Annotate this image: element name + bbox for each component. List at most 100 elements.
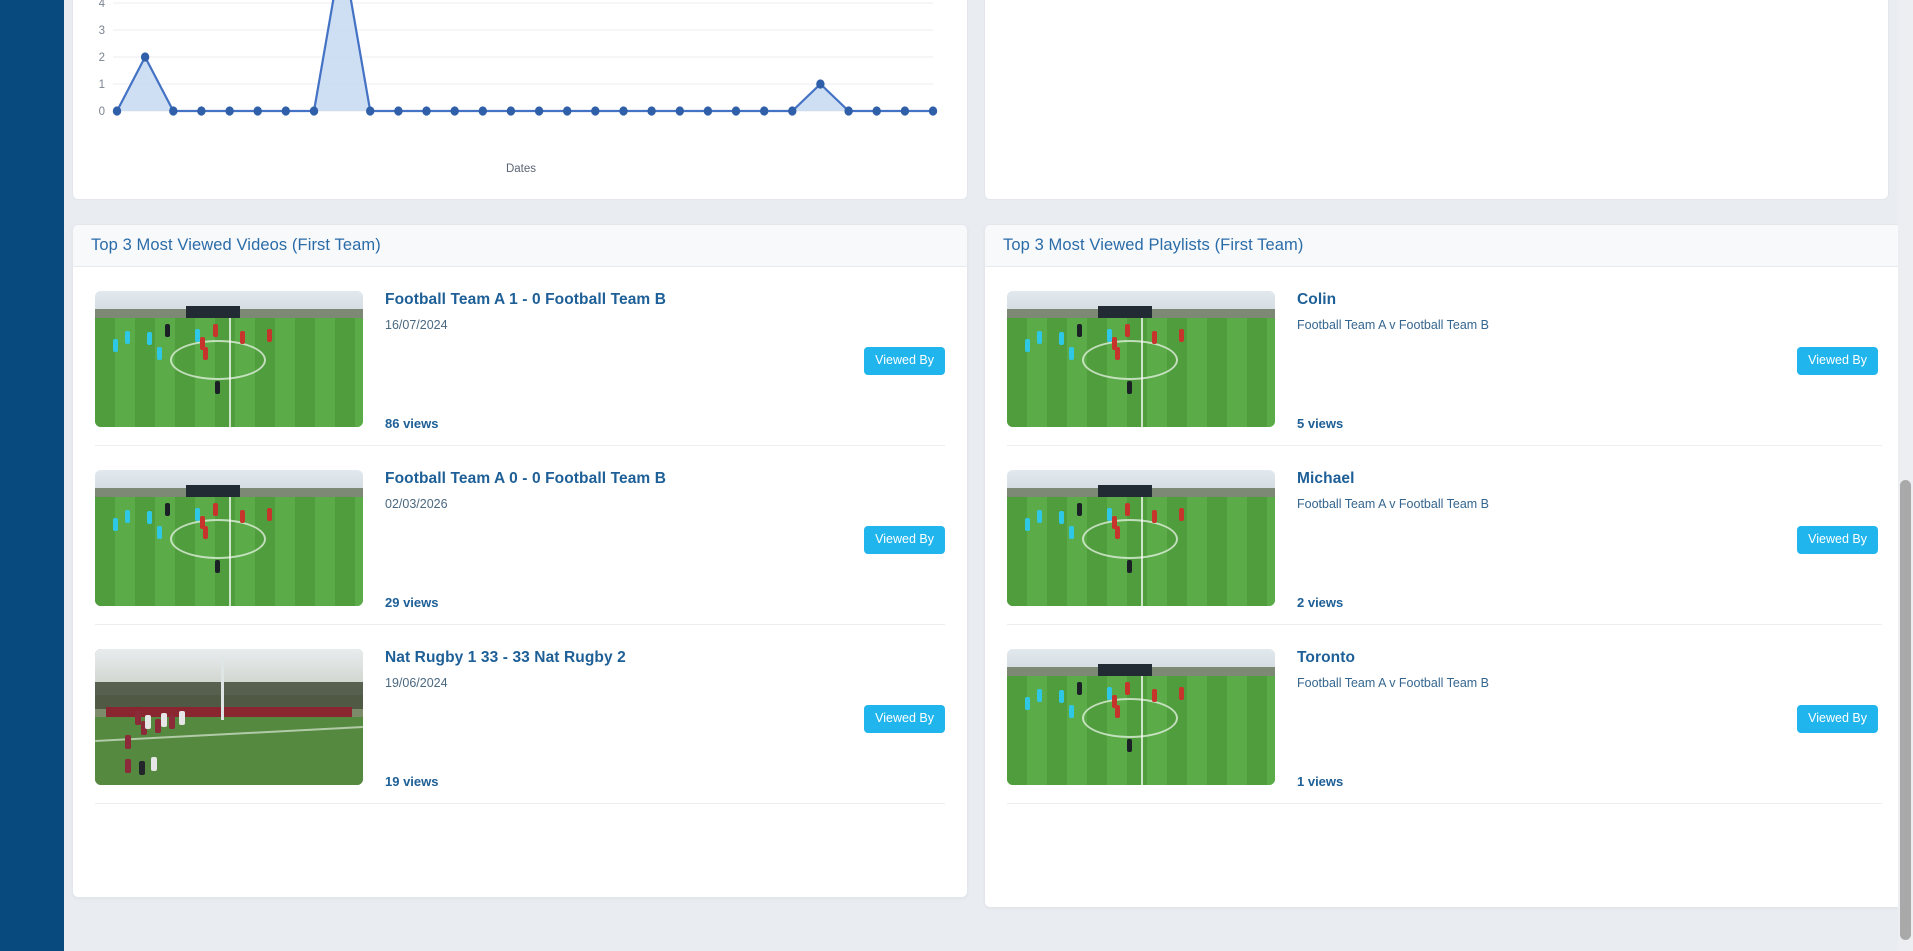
media-title[interactable]: Football Team A 0 - 0 Football Team B [385,470,667,487]
chart-data-point[interactable] [450,106,459,116]
player-marker [125,735,131,749]
player-marker [1025,518,1030,531]
svg-text:4: 4 [99,0,106,10]
chart-data-point[interactable] [816,79,825,89]
player-marker [267,329,272,342]
player-marker [125,331,130,344]
chart-data-point[interactable] [703,106,713,116]
sidebar-rail[interactable] [0,0,64,951]
player-marker [157,526,162,539]
chart-data-point[interactable] [112,106,122,116]
chart-data-point[interactable] [422,106,431,116]
svg-text:3: 3 [99,25,105,37]
viewed-by-button[interactable]: Viewed By [1797,705,1878,733]
player-marker [1069,347,1074,360]
player-marker [165,503,170,516]
player-marker [147,511,152,524]
chart-data-point[interactable] [844,106,853,116]
chart-data-point[interactable] [253,106,262,116]
media-list-item[interactable]: Colin Football Team A v Football Team B 5 … [1007,267,1882,446]
player-marker [113,339,118,352]
player-marker [1127,739,1132,752]
media-view-count: 86 views [385,416,439,431]
media-view-count: 29 views [385,595,439,610]
media-title[interactable]: Michael [1297,470,1355,487]
media-title[interactable]: Football Team A 1 - 0 Football Team B [385,291,667,308]
chart-data-point[interactable] [591,106,600,116]
chart-data-point[interactable] [478,106,487,116]
top-playlists-list: Colin Football Team A v Football Team B 5 … [985,267,1904,804]
chart-data-point[interactable] [788,106,797,116]
centre-line [1141,318,1143,427]
player-marker [1125,682,1130,695]
chart-data-point[interactable] [760,106,769,116]
media-title[interactable]: Toronto [1297,649,1356,666]
page-scrollbar-track[interactable] [1898,0,1913,951]
player-marker [151,757,157,771]
chart-data-point[interactable] [394,106,403,116]
player-marker [1152,331,1157,344]
media-view-count: 1 views [1297,774,1344,789]
media-list-item[interactable]: Football Team A 0 - 0 Football Team B 02/… [95,446,945,625]
media-details: Nat Rugby 1 33 - 33 Nat Rugby 2 19/06/202… [363,649,945,789]
viewed-by-button[interactable]: Viewed By [1797,347,1878,375]
chart-data-point[interactable] [675,106,684,116]
chart-area-fill [117,0,933,111]
viewed-by-button[interactable]: Viewed By [864,526,945,554]
chart-data-point[interactable] [619,106,628,116]
chart-data-point[interactable] [309,106,319,116]
video-thumbnail[interactable] [1007,291,1275,427]
player-marker [1069,705,1074,718]
chart-data-point[interactable] [928,106,938,116]
video-thumbnail[interactable] [95,470,363,606]
media-list-item[interactable]: Michael Football Team A v Football Team B… [1007,446,1882,625]
chart-data-point[interactable] [281,106,290,116]
chart-data-point[interactable] [506,106,516,116]
top-videos-title: Top 3 Most Viewed Videos (First Team) [91,236,381,254]
goal-post [220,657,224,720]
media-list-item[interactable]: Football Team A 1 - 0 Football Team B 16/… [95,267,945,446]
player-marker [125,759,131,773]
video-thumbnail[interactable] [95,649,363,785]
viewed-by-button[interactable]: Viewed By [864,705,945,733]
stand-structure [1098,663,1152,677]
chart-data-point[interactable] [197,106,206,116]
chart-data-point[interactable] [900,106,910,116]
viewed-by-button[interactable]: Viewed By [1797,526,1878,554]
chart-data-point[interactable] [872,106,881,116]
player-marker [1025,339,1030,352]
advert-boards [105,707,353,717]
video-thumbnail[interactable] [95,291,363,427]
centre-circle [1082,339,1179,380]
player-marker [179,711,185,725]
media-subtitle: Football Team A v Football Team B [1297,497,1490,511]
chart-data-point[interactable] [534,106,544,116]
media-list-item[interactable]: Nat Rugby 1 33 - 33 Nat Rugby 2 19/06/202… [95,625,945,804]
media-list-item[interactable]: Toronto Football Team A v Football Team B… [1007,625,1882,804]
stand-structure [186,305,240,319]
player-marker [1077,324,1082,337]
chart-data-point[interactable] [140,52,150,62]
media-title[interactable]: Colin [1297,291,1337,308]
centre-circle [1082,697,1179,738]
player-stats-scroll-region[interactable]: Left Mid00Centre Mid00Centre Mid00Strike… [985,0,1888,191]
chart-data-point[interactable] [647,106,656,116]
chart-data-point[interactable] [366,106,375,116]
player-stats-table-card: Left Mid00Centre Mid00Centre Mid00Strike… [984,0,1889,200]
stand-structure [1098,305,1152,319]
chart-data-point[interactable] [225,106,234,116]
media-title[interactable]: Nat Rugby 1 33 - 33 Nat Rugby 2 [385,649,626,666]
views-over-time-chart: 4 3 2 1 0 [99,0,938,118]
video-thumbnail[interactable] [1007,470,1275,606]
viewed-by-button[interactable]: Viewed By [864,347,945,375]
chart-data-point[interactable] [169,106,178,116]
player-marker [1059,511,1064,524]
page-scrollbar-thumb[interactable] [1900,480,1911,940]
chart-data-points [112,52,938,116]
chart-data-point[interactable] [731,106,741,116]
chart-data-point[interactable] [563,106,572,116]
player-stats-scrollbar-track[interactable] [1874,0,1885,191]
player-marker [1115,705,1120,718]
video-thumbnail[interactable] [1007,649,1275,785]
chart-line [116,0,933,113]
